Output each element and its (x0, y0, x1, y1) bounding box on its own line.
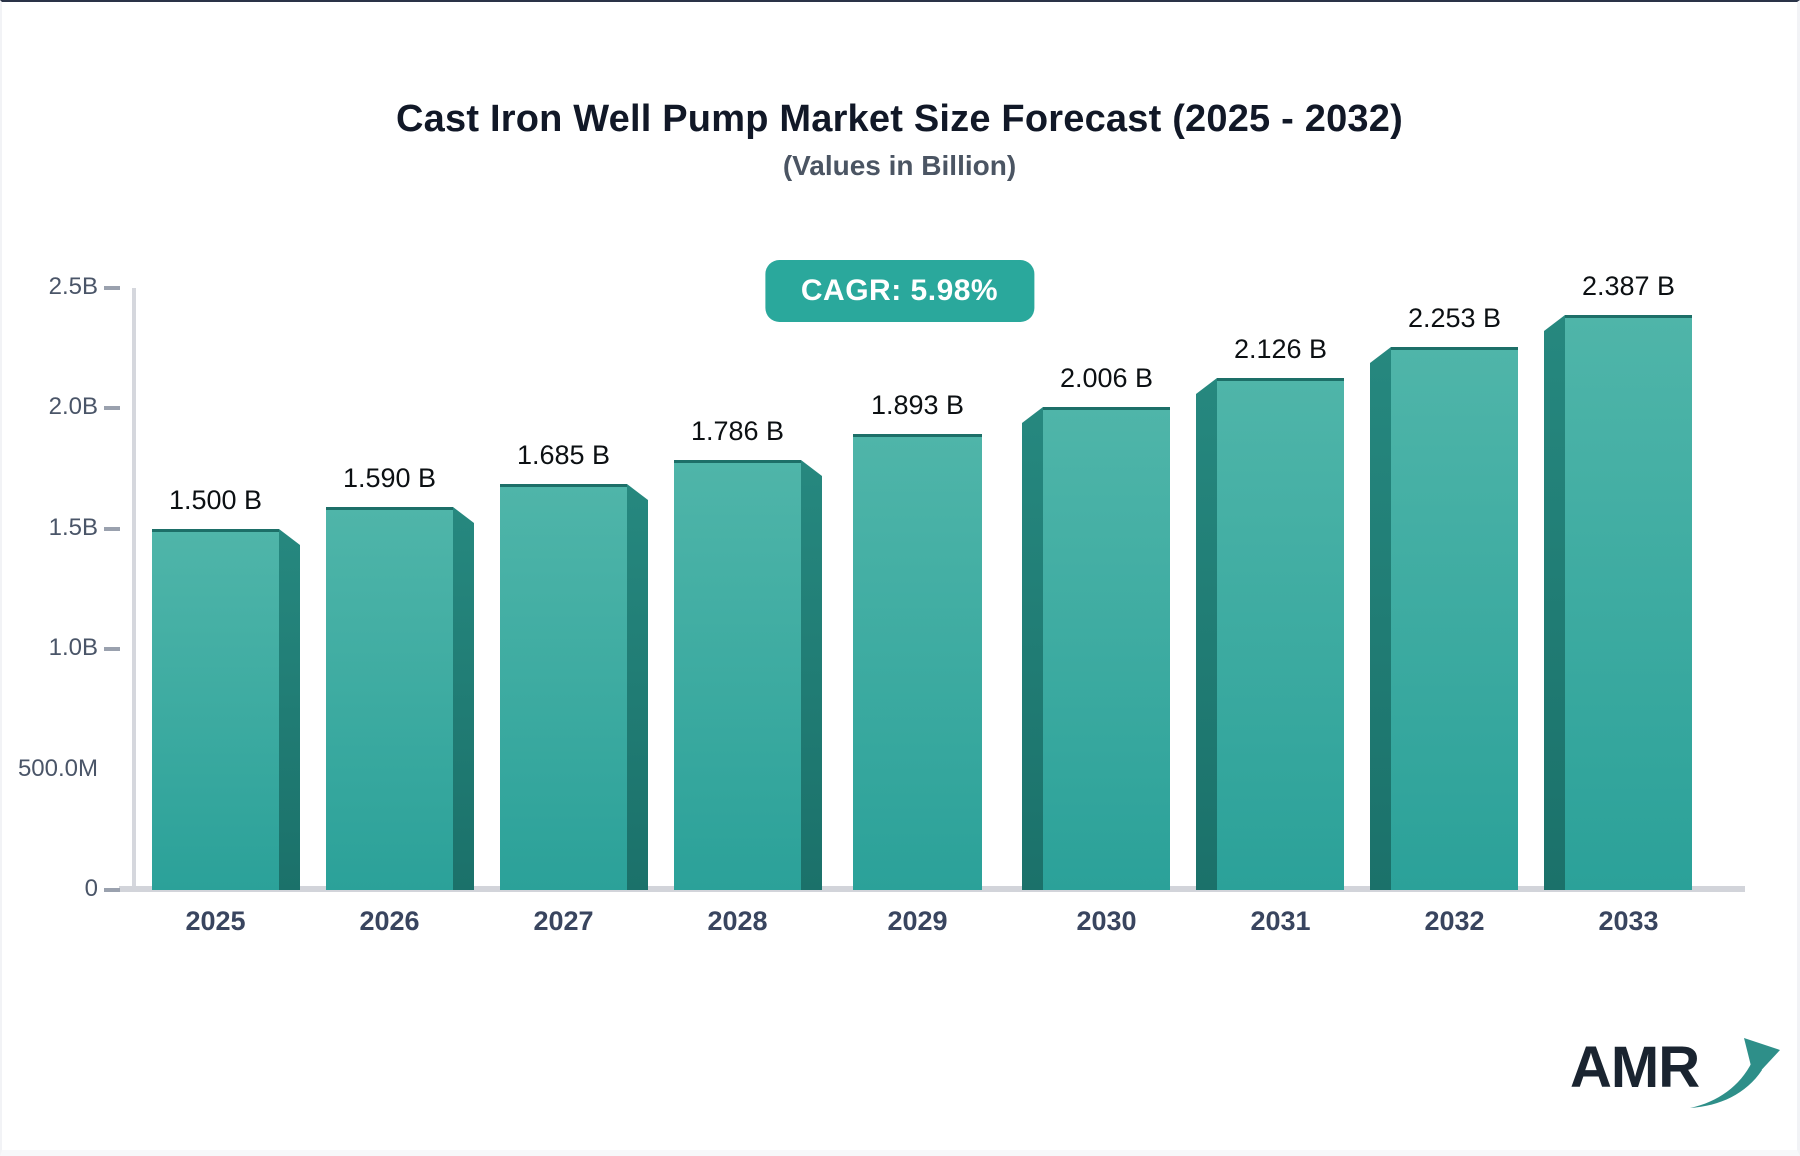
x-tick-label: 2027 (533, 906, 594, 936)
amr-logo: AMR (1570, 1034, 1780, 1114)
x-tick-label: 2031 (1250, 906, 1311, 936)
bar-face (500, 484, 627, 890)
bar-face (674, 460, 801, 890)
amr-logo-text: AMR (1570, 1035, 1700, 1100)
chart-title: Cast Iron Well Pump Market Size Forecast… (396, 98, 1403, 140)
bar-2033 (1544, 315, 1692, 890)
x-tick-label: 2033 (1598, 906, 1659, 936)
x-tick-label: 2025 (185, 906, 246, 936)
y-axis-line (132, 288, 136, 888)
y-tick-label: 2.0B (48, 393, 98, 421)
bar-side-right (279, 529, 300, 890)
y-tick-dash (104, 647, 120, 652)
bar-value-label: 1.786 B (690, 416, 785, 446)
bar-2028 (674, 460, 822, 890)
amr-logo-arrow-icon (1690, 1038, 1780, 1108)
bar-2032 (1370, 347, 1518, 890)
x-tick-label: 2029 (887, 906, 948, 936)
bar-face (326, 507, 453, 890)
bar-value-label: 2.387 B (1581, 271, 1676, 301)
bar-side-right (453, 507, 474, 890)
bar-value-label: 1.500 B (168, 485, 263, 515)
y-tick-dash (104, 286, 120, 290)
bar-2027 (500, 484, 648, 890)
bars-container: 1.500 B 2025 1.590 B 2026 1.685 B 2027 1.786 B… (152, 271, 1692, 936)
bar-face (1391, 347, 1518, 890)
bar-2025 (152, 529, 300, 890)
x-tick-label: 2032 (1424, 906, 1485, 936)
bar-side-right (627, 484, 648, 890)
y-tick-dash (104, 406, 120, 411)
bar-side-left (1196, 378, 1217, 890)
cagr-badge: CAGR: 5.98% (764, 260, 1035, 322)
bar-side-right (801, 460, 822, 890)
y-tick-label: 0 (84, 875, 98, 902)
bar-value-label: 2.126 B (1233, 334, 1328, 364)
x-tick-label: 2028 (707, 906, 768, 936)
x-tick-label: 2026 (359, 906, 420, 936)
y-tick-label: 2.5B (48, 273, 98, 300)
bar-side-left (1370, 347, 1391, 890)
bar-face (152, 529, 279, 890)
bar-value-label: 2.006 B (1059, 363, 1154, 393)
bar-2030 (1022, 407, 1170, 890)
y-tick-dash (104, 526, 120, 531)
bar-value-label: 1.893 B (870, 390, 965, 420)
y-tick-dash (104, 888, 120, 892)
bar-value-label: 2.253 B (1407, 303, 1502, 333)
bar-side-left (1022, 407, 1043, 890)
bar-2029 (848, 434, 996, 890)
y-tick-label: 500.0M (17, 754, 98, 782)
bar-face (1217, 378, 1344, 890)
bar-2026 (326, 507, 474, 890)
x-tick-label: 2030 (1076, 906, 1137, 936)
bar-side-left (1544, 315, 1565, 890)
bar-face (853, 434, 982, 890)
y-tick-label: 1.0B (48, 634, 98, 662)
y-tick-label: 1.5B (48, 513, 98, 541)
bar-2031 (1196, 378, 1344, 890)
bar-value-label: 1.685 B (516, 440, 611, 470)
bar-face (1043, 407, 1170, 890)
bar-face (1565, 315, 1692, 890)
bar-value-label: 1.590 B (342, 463, 437, 493)
chart-subtitle: (Values in Billion) (782, 150, 1017, 181)
